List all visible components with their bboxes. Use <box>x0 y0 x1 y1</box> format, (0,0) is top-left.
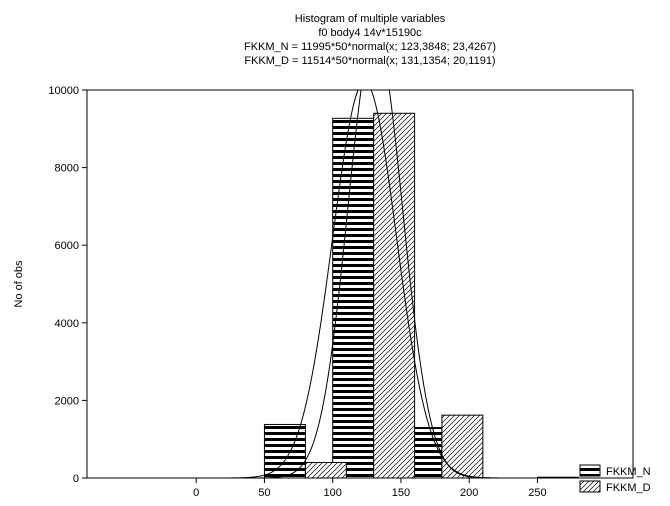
y-axis-title: No of obs <box>13 260 25 308</box>
fit-line-fkkm-d: FKKM_D = 11514*50*normal(x; 131,1354; 20… <box>244 55 496 67</box>
y-tick-label: 0 <box>73 473 79 485</box>
chart-title-block: Histogram of multiple variables f0 body4… <box>120 12 620 68</box>
bar-fkkm-n-bin-75 <box>263 423 306 478</box>
chart-subtitle: f0 body4 14v*15190c <box>318 27 422 39</box>
fit-curve-fkkm-d <box>87 90 633 478</box>
bar-fkkm-d-bin-175 <box>441 414 484 478</box>
fit-line-fkkm-n: FKKM_N = 11995*50*normal(x; 123,3848; 23… <box>243 41 497 53</box>
y-tick-label: 6000 <box>55 240 79 252</box>
x-tick-label: 250 <box>528 487 546 499</box>
x-tick-label: 50 <box>258 487 270 499</box>
chart-title: Histogram of multiple variables <box>294 13 446 25</box>
bar-fkkm-d-bin-125 <box>373 112 416 478</box>
bar-fkkm-d-bin-75 <box>304 461 347 478</box>
bar-fkkm-n-bin-125 <box>332 117 375 478</box>
y-tick-label: 4000 <box>55 318 79 330</box>
legend-swatch-fkkm-n <box>579 464 601 477</box>
legend-label-fkkm-n: FKKM_N <box>606 466 651 478</box>
x-tick-label: 0 <box>193 487 199 499</box>
legend-swatch-fkkm-d <box>579 480 601 493</box>
legend-label-fkkm-d: FKKM_D <box>606 482 651 494</box>
y-tick-label: 8000 <box>55 163 79 175</box>
x-tick-label: 150 <box>392 487 410 499</box>
y-tick-label: 2000 <box>55 395 79 407</box>
x-tick-label: 100 <box>324 487 342 499</box>
y-tick-label: 10000 <box>48 85 79 97</box>
x-tick-label: 200 <box>460 487 478 499</box>
